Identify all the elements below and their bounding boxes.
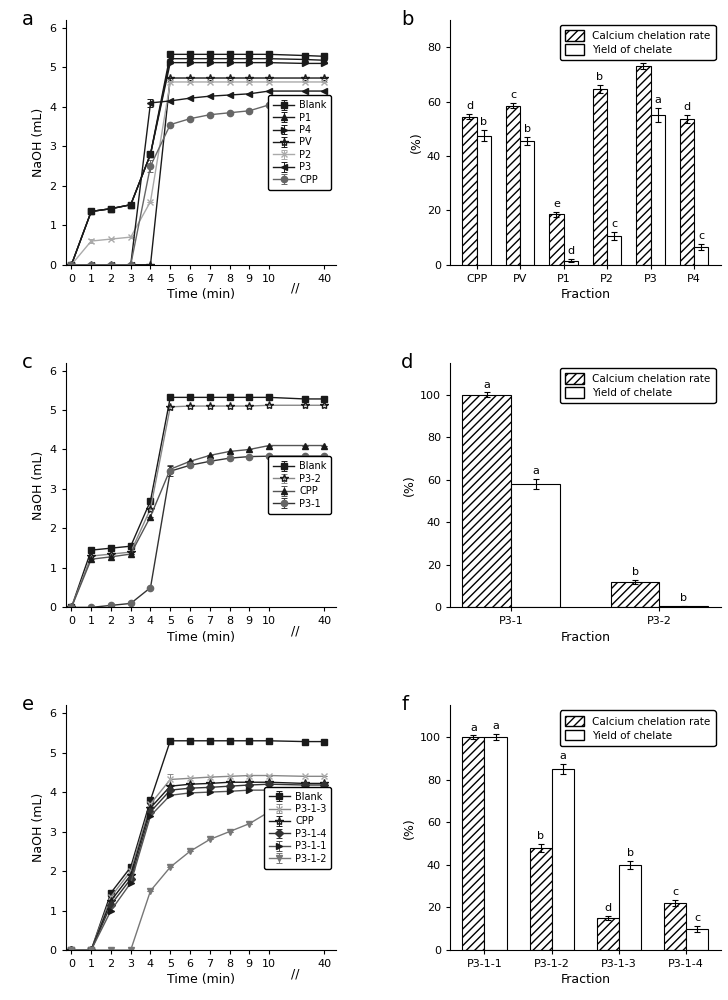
X-axis label: Fraction: Fraction: [561, 631, 610, 644]
Text: c: c: [510, 90, 516, 100]
Text: b: b: [401, 10, 414, 29]
Text: e: e: [553, 199, 560, 209]
Bar: [597, 918, 619, 950]
Bar: [529, 848, 552, 950]
Text: c: c: [22, 353, 33, 372]
Bar: [563, 261, 578, 265]
Text: b: b: [631, 567, 638, 577]
X-axis label: Time (min): Time (min): [167, 631, 235, 644]
Text: b: b: [480, 117, 487, 127]
X-axis label: Fraction: Fraction: [561, 288, 610, 301]
Text: b: b: [627, 848, 633, 858]
Text: c: c: [695, 913, 700, 923]
Bar: [552, 769, 574, 950]
Bar: [484, 737, 507, 950]
Text: d: d: [604, 903, 612, 913]
Bar: [607, 236, 622, 265]
Text: //: //: [290, 624, 299, 638]
Text: a: a: [483, 380, 490, 390]
Y-axis label: (%): (%): [403, 474, 416, 496]
Legend: Calcium chelation rate, Yield of chelate: Calcium chelation rate, Yield of chelate: [560, 368, 716, 403]
Bar: [680, 119, 694, 265]
Text: b: b: [681, 593, 687, 603]
Bar: [636, 66, 651, 265]
Text: d: d: [684, 102, 690, 112]
Text: c: c: [612, 219, 617, 229]
Text: a: a: [470, 723, 477, 733]
Bar: [511, 484, 560, 607]
Y-axis label: NaOH (mL): NaOH (mL): [32, 793, 45, 862]
Legend: Calcium chelation rate, Yield of chelate: Calcium chelation rate, Yield of chelate: [560, 25, 716, 60]
Text: a: a: [532, 466, 539, 476]
Bar: [462, 395, 511, 607]
Legend: Blank, P3-1-3, CPP, P3-1-4, P3-1-1, P3-1-2: Blank, P3-1-3, CPP, P3-1-4, P3-1-1, P3-1…: [264, 787, 331, 869]
Text: a: a: [22, 10, 34, 29]
Text: a: a: [559, 751, 566, 761]
X-axis label: Fraction: Fraction: [561, 973, 610, 986]
Bar: [651, 115, 665, 265]
Bar: [462, 117, 477, 265]
Text: b: b: [537, 831, 544, 841]
Text: c: c: [698, 231, 704, 241]
Text: d: d: [466, 101, 473, 111]
X-axis label: Time (min): Time (min): [167, 973, 235, 986]
Text: f: f: [401, 695, 408, 714]
Bar: [593, 89, 607, 265]
Legend: Blank, P1, P4, PV, P2, P3, CPP: Blank, P1, P4, PV, P2, P3, CPP: [268, 95, 331, 190]
Bar: [611, 582, 660, 607]
Text: d: d: [401, 353, 414, 372]
Bar: [687, 929, 708, 950]
Bar: [520, 141, 534, 265]
Text: //: //: [290, 282, 299, 295]
Bar: [549, 214, 563, 265]
Text: d: d: [567, 246, 574, 256]
Text: b: b: [523, 124, 531, 134]
Bar: [462, 737, 484, 950]
Text: a: a: [640, 50, 647, 60]
Text: c: c: [672, 887, 678, 897]
Legend: Blank, P3-2, CPP, P3-1: Blank, P3-2, CPP, P3-1: [268, 456, 331, 514]
Text: e: e: [22, 695, 34, 714]
Y-axis label: (%): (%): [403, 817, 416, 839]
Legend: Calcium chelation rate, Yield of chelate: Calcium chelation rate, Yield of chelate: [560, 710, 716, 746]
Bar: [619, 865, 641, 950]
Bar: [664, 903, 687, 950]
Bar: [694, 247, 708, 265]
Bar: [506, 106, 520, 265]
Bar: [477, 136, 491, 265]
Text: //: //: [290, 967, 299, 980]
Y-axis label: NaOH (mL): NaOH (mL): [32, 450, 45, 520]
Text: a: a: [654, 95, 661, 105]
Y-axis label: NaOH (mL): NaOH (mL): [32, 108, 45, 177]
Y-axis label: (%): (%): [410, 131, 423, 153]
X-axis label: Time (min): Time (min): [167, 288, 235, 301]
Text: a: a: [492, 721, 499, 731]
Bar: [660, 606, 708, 607]
Text: b: b: [596, 72, 604, 82]
